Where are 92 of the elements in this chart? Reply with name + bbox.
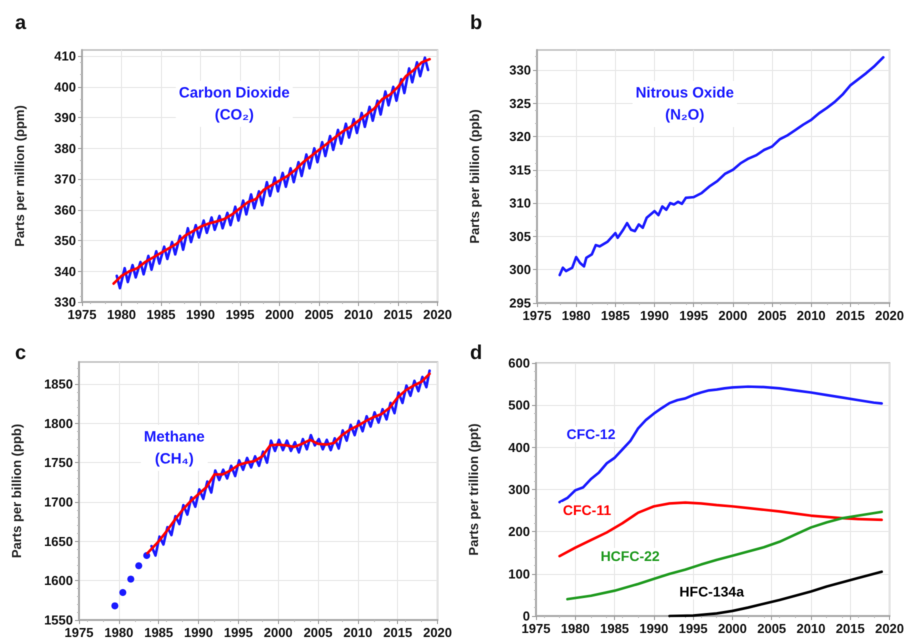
annotation: Carbon Dioxide (CO₂) [178, 84, 290, 124]
x-tick-label: 2020 [875, 308, 904, 323]
x-tick-label: 1995 [678, 621, 708, 636]
point [127, 576, 134, 583]
y-tick-label: 400 [508, 440, 530, 455]
y-tick-label: 310 [509, 196, 531, 211]
x-tick-label: 1985 [600, 621, 630, 636]
y-axis-title: Parts per million (ppm) [12, 105, 27, 247]
x-tick-label: 1975 [64, 625, 94, 640]
x-tick-label: 1980 [560, 621, 590, 636]
x-tick-label: 2015 [836, 308, 865, 323]
x-tick-label: 2000 [718, 621, 747, 636]
x-tick-label: 2010 [343, 625, 372, 640]
y-tick-label: 1800 [44, 416, 73, 431]
series-label: HCFC-22 [600, 548, 660, 564]
y-tick-label: 350 [54, 233, 76, 248]
y-tick-label: 300 [508, 482, 530, 497]
y-tick-label: 390 [54, 110, 76, 126]
y-tick-label: 340 [54, 264, 76, 279]
x-tick-label: 2015 [384, 307, 412, 322]
y-tick-label: 410 [54, 48, 76, 64]
y-tick-label: 380 [54, 140, 76, 156]
y-tick-label: 360 [54, 202, 76, 218]
annotation: Methane (CH₄) [144, 428, 205, 468]
x-tick-label: 2010 [344, 307, 373, 322]
y-tick-label: 1550 [44, 612, 73, 628]
line-series [668, 570, 883, 618]
x-tick-label: 1975 [522, 308, 552, 323]
x-tick-label: 2005 [304, 307, 334, 322]
chart-title: c [15, 342, 26, 364]
x-tick-label: 2005 [758, 308, 786, 323]
y-axis-title: Parts per billion (ppb) [467, 109, 482, 244]
x-tick-label: 1975 [522, 621, 550, 636]
x-tick-label: 2020 [423, 625, 452, 640]
y-tick-label: 500 [508, 398, 530, 413]
x-tick-label: 2000 [264, 625, 293, 640]
x-tick-label: 1980 [104, 625, 134, 640]
y-tick-label: 320 [509, 129, 531, 144]
x-tick-label: 1985 [146, 307, 176, 322]
chart-title: d [470, 342, 482, 364]
x-tick-label: 1985 [600, 308, 630, 323]
y-tick-label: 325 [509, 96, 531, 111]
x-tick-label: 1995 [679, 308, 708, 323]
line-series [558, 56, 885, 276]
x-tick-label: 1980 [107, 307, 136, 322]
x-tick-label: 1990 [186, 307, 215, 322]
point [119, 588, 126, 596]
x-tick-label: 1990 [639, 621, 668, 636]
x-tick-label: 1975 [68, 307, 96, 322]
y-tick-label: 295 [509, 296, 531, 310]
y-tick-label: 300 [509, 262, 531, 278]
x-tick-label: 1990 [184, 625, 213, 640]
y-tick-label: 330 [509, 62, 531, 78]
x-tick-label: 1990 [640, 308, 669, 323]
series-label: CFC-12 [566, 426, 616, 442]
y-tick-label: 0 [522, 608, 530, 624]
x-tick-label: 2010 [796, 621, 826, 636]
y-axis-title: Parts per trillion (ppt) [466, 423, 481, 556]
y-tick-label: 100 [508, 566, 530, 582]
x-tick-label: 2000 [718, 308, 748, 323]
x-tick-label: 1995 [226, 307, 254, 322]
x-tick-label: 1985 [144, 625, 174, 640]
x-tick-label: 2005 [757, 621, 786, 636]
y-tick-label: 600 [508, 356, 530, 370]
x-tick-label: 2000 [265, 307, 294, 322]
y-tick-label: 315 [509, 162, 531, 178]
y-tick-label: 1650 [44, 534, 73, 549]
series-label: HFC-134a [679, 583, 744, 600]
series-label: CFC-11 [562, 502, 612, 518]
y-tick-label: 370 [54, 172, 76, 187]
x-tick-label: 1995 [224, 625, 253, 640]
y-tick-label: 305 [509, 228, 531, 244]
x-tick-label: 2020 [423, 307, 452, 322]
point [135, 562, 142, 570]
x-tick-label: 2015 [836, 621, 865, 636]
y-tick-label: 330 [54, 294, 76, 310]
x-tick-label: 2005 [304, 625, 332, 640]
y-tick-label: 400 [54, 79, 76, 94]
y-tick-label: 1700 [44, 494, 73, 510]
chart-title: b [470, 12, 482, 34]
chart-title: a [15, 12, 27, 34]
annotation: Nitrous Oxide (N₂O) [636, 84, 734, 124]
y-tick-label: 1850 [44, 376, 73, 392]
x-tick-label: 1980 [562, 308, 591, 323]
x-tick-label: 2010 [796, 308, 826, 323]
x-tick-label: 2020 [875, 621, 904, 636]
x-tick-label: 2015 [383, 625, 412, 640]
y-tick-label: 1750 [44, 455, 73, 470]
point [111, 602, 118, 610]
y-axis-title: Parts per billion (ppb) [9, 424, 24, 558]
y-tick-label: 1600 [44, 573, 73, 588]
y-tick-label: 200 [508, 524, 530, 540]
